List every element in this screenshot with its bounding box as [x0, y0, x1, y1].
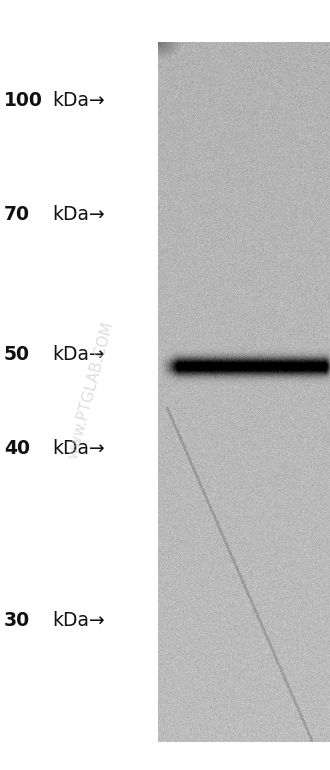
- Text: 70: 70: [4, 206, 30, 225]
- Text: 100: 100: [4, 91, 43, 109]
- Text: 50: 50: [4, 346, 30, 364]
- Text: www.PTGLAB.COM: www.PTGLAB.COM: [64, 320, 116, 460]
- Text: kDa→: kDa→: [52, 438, 105, 457]
- Text: kDa→: kDa→: [52, 91, 105, 109]
- Text: kDa→: kDa→: [52, 206, 105, 225]
- Text: 40: 40: [4, 438, 30, 457]
- Text: kDa→: kDa→: [52, 611, 105, 630]
- Text: kDa→: kDa→: [52, 346, 105, 364]
- Text: 30: 30: [4, 611, 30, 630]
